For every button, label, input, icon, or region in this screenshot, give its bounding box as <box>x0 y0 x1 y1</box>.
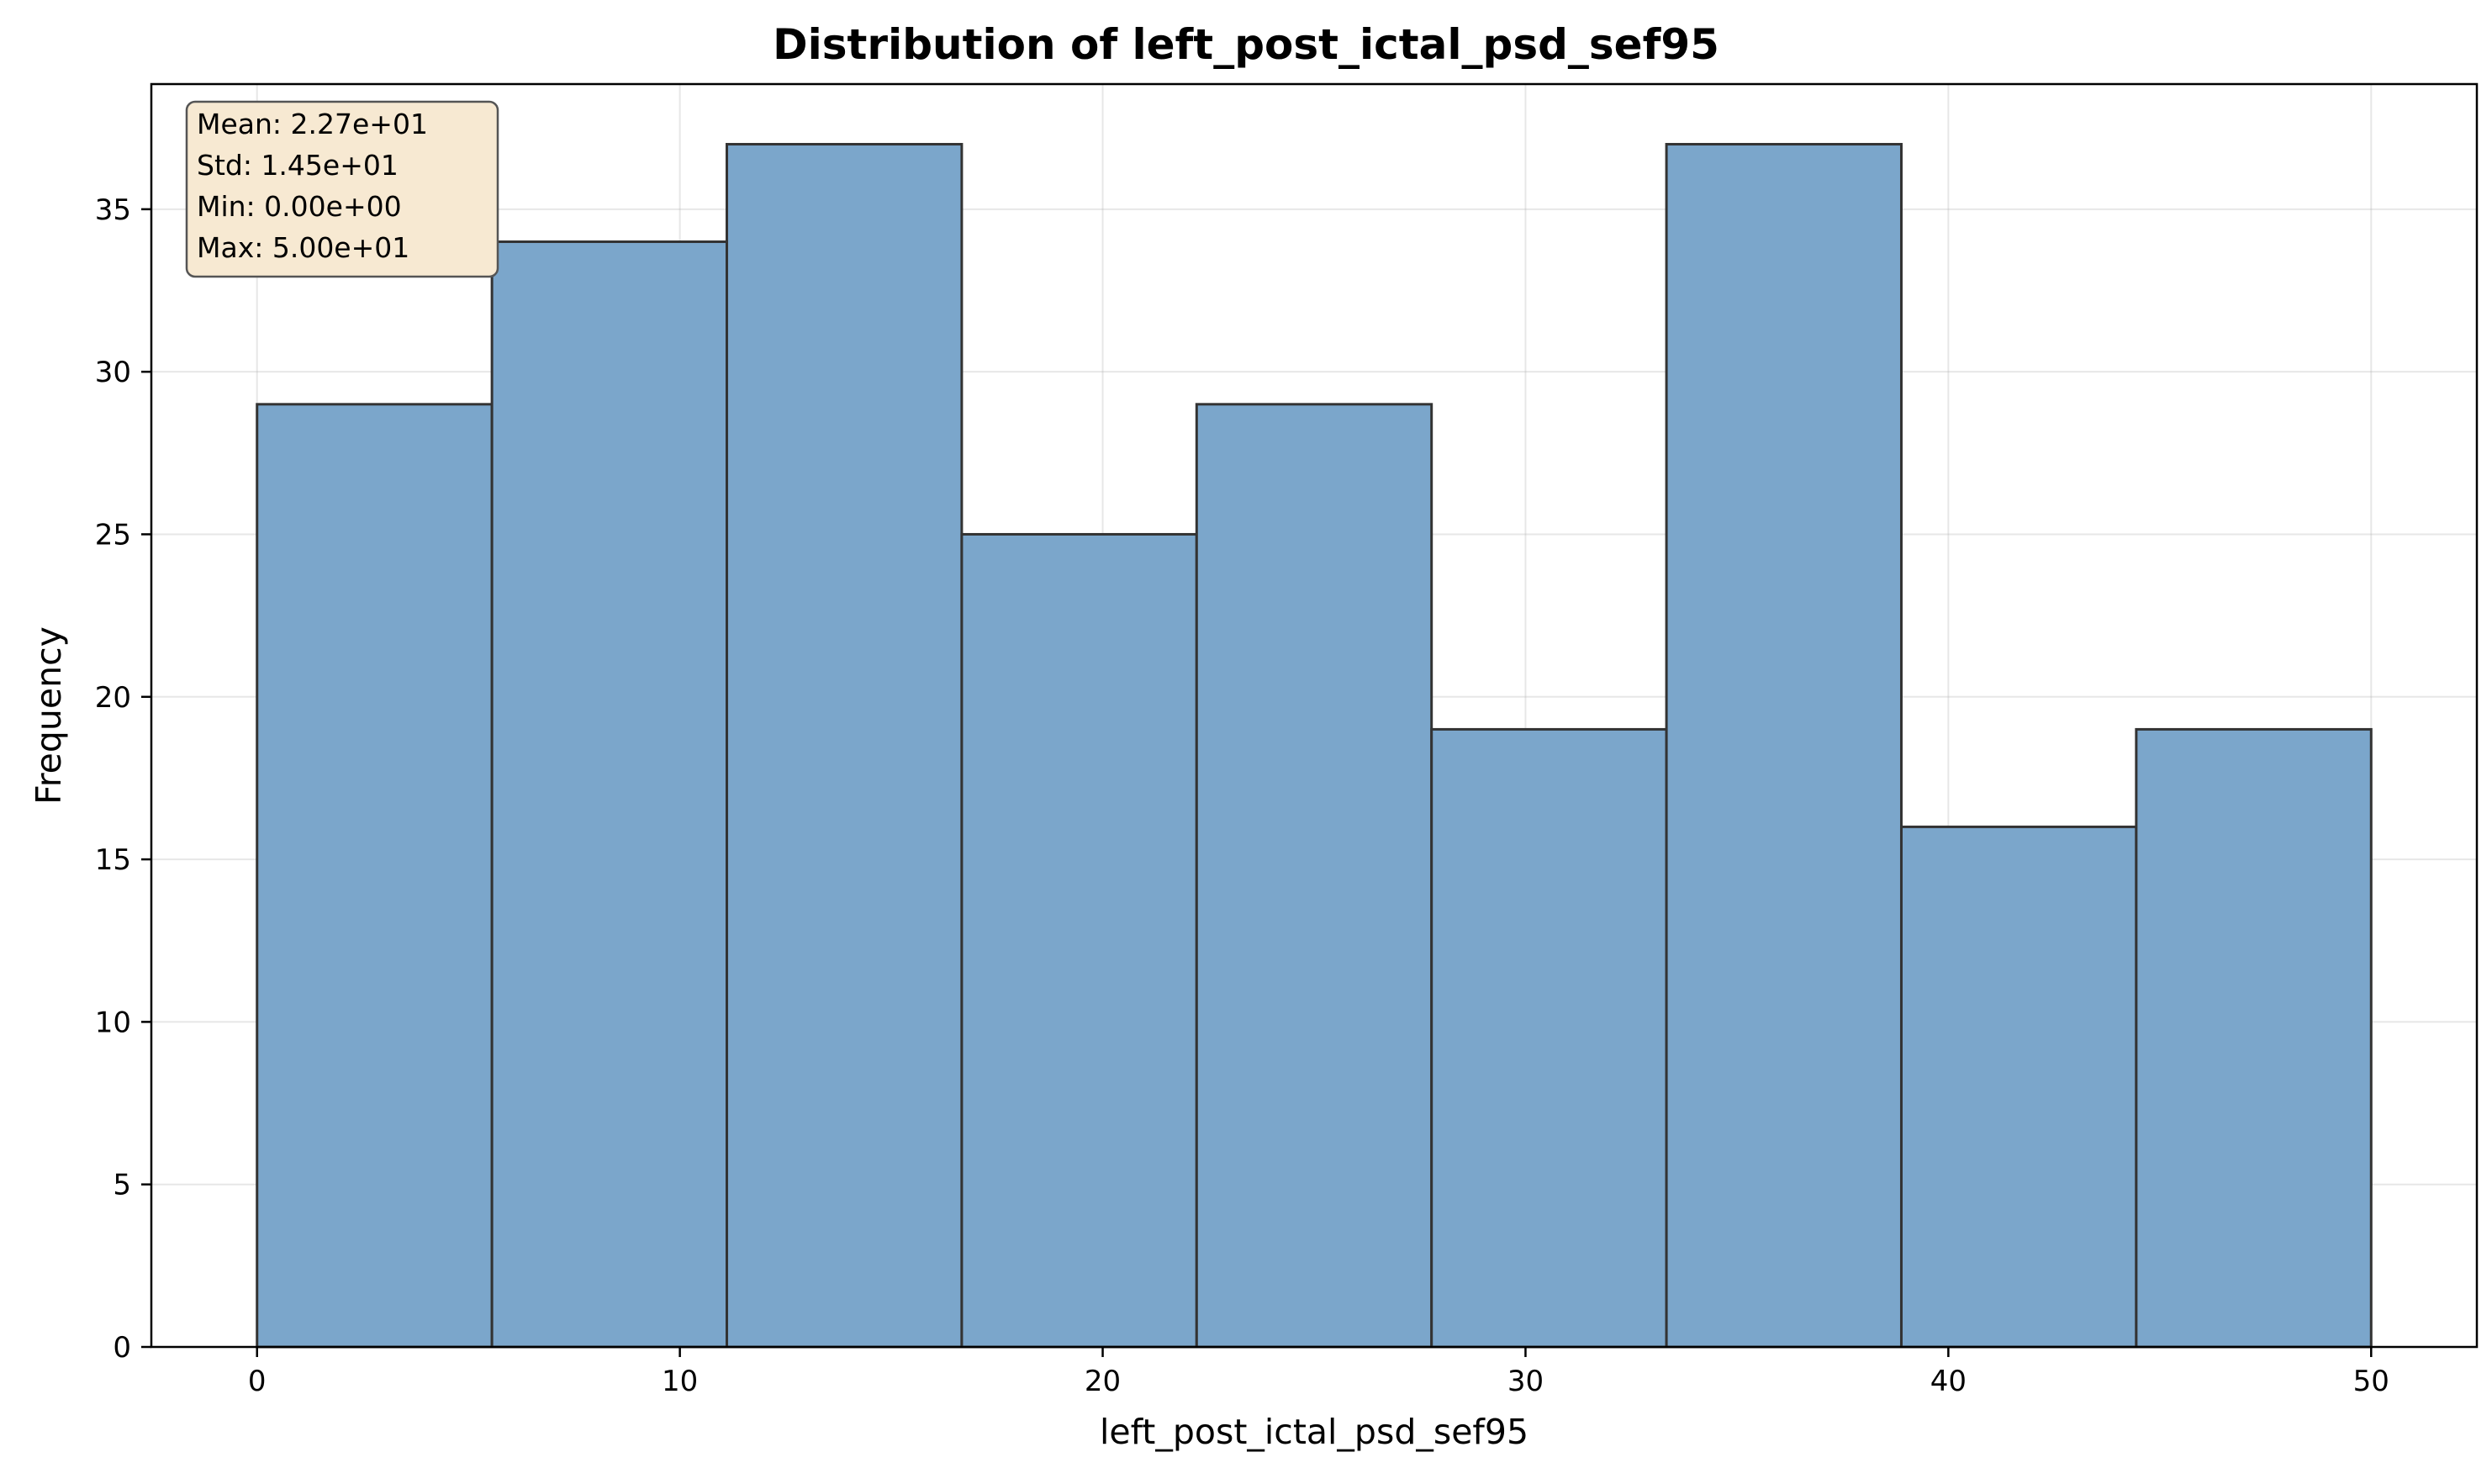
ticks: 0 10 20 30 40 50 0 5 10 15 20 25 30 35 <box>95 193 2389 1398</box>
y-tick-label: 0 <box>113 1331 131 1365</box>
y-tick-label: 30 <box>95 356 131 389</box>
histogram-bar <box>960 532 1198 1349</box>
x-tick-label: 20 <box>1085 1365 1121 1398</box>
x-tick-label: 40 <box>1930 1365 1967 1398</box>
stats-box: Mean: 2.27e+01 Std: 1.45e+01 Min: 0.00e+00… <box>185 100 499 278</box>
y-tick-label: 10 <box>95 1006 131 1039</box>
stats-line: Std: 1.45e+01 <box>197 149 399 182</box>
bars <box>256 143 2373 1349</box>
x-tick-label: 30 <box>1507 1365 1544 1398</box>
x-tick-label: 50 <box>2353 1365 2389 1398</box>
y-axis-label: Frequency <box>29 626 69 805</box>
stats-line: Min: 0.00e+00 <box>197 190 402 223</box>
stats-line: Max: 5.00e+01 <box>197 231 409 264</box>
x-tick-label: 0 <box>248 1365 267 1398</box>
plot-frame <box>150 82 2479 1349</box>
x-axis-label: left_post_ictal_psd_sef95 <box>1100 1412 1528 1452</box>
histogram-bar <box>1430 727 1668 1349</box>
y-tick-label: 25 <box>95 518 131 552</box>
y-tick-label: 20 <box>95 681 131 715</box>
histogram-bar <box>1899 825 2138 1349</box>
stats-box-background <box>185 100 499 278</box>
histogram-bar <box>726 143 964 1349</box>
histogram-bar <box>1665 143 1903 1349</box>
histogram-bar <box>1195 403 1433 1349</box>
y-tick-label: 15 <box>95 843 131 877</box>
histogram-bar <box>256 403 494 1349</box>
histogram-bar <box>490 240 729 1349</box>
x-tick-label: 10 <box>662 1365 698 1398</box>
y-tick-label: 5 <box>113 1169 131 1202</box>
histogram-bar <box>2135 727 2373 1349</box>
chart-title: Distribution of left_post_ictal_psd_sef9… <box>773 20 1719 69</box>
y-tick-label: 35 <box>95 193 131 227</box>
stats-line: Mean: 2.27e+01 <box>197 108 428 140</box>
